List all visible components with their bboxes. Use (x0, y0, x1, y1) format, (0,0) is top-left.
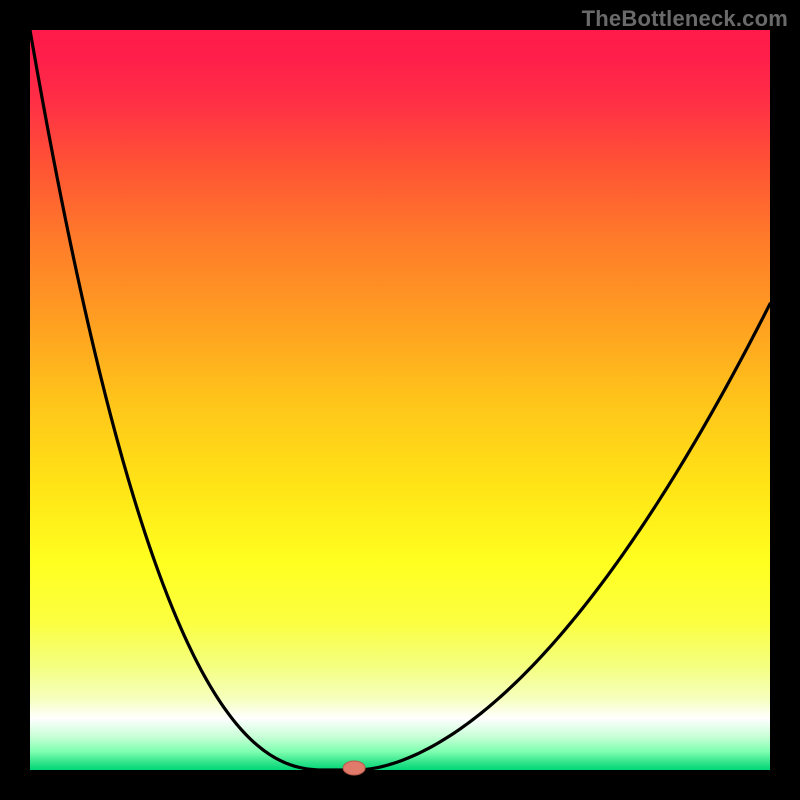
bottleneck-chart (0, 0, 800, 800)
chart-container: TheBottleneck.com (0, 0, 800, 800)
plot-background (30, 30, 770, 770)
watermark-text: TheBottleneck.com (582, 6, 788, 32)
optimal-point-marker (343, 761, 365, 775)
